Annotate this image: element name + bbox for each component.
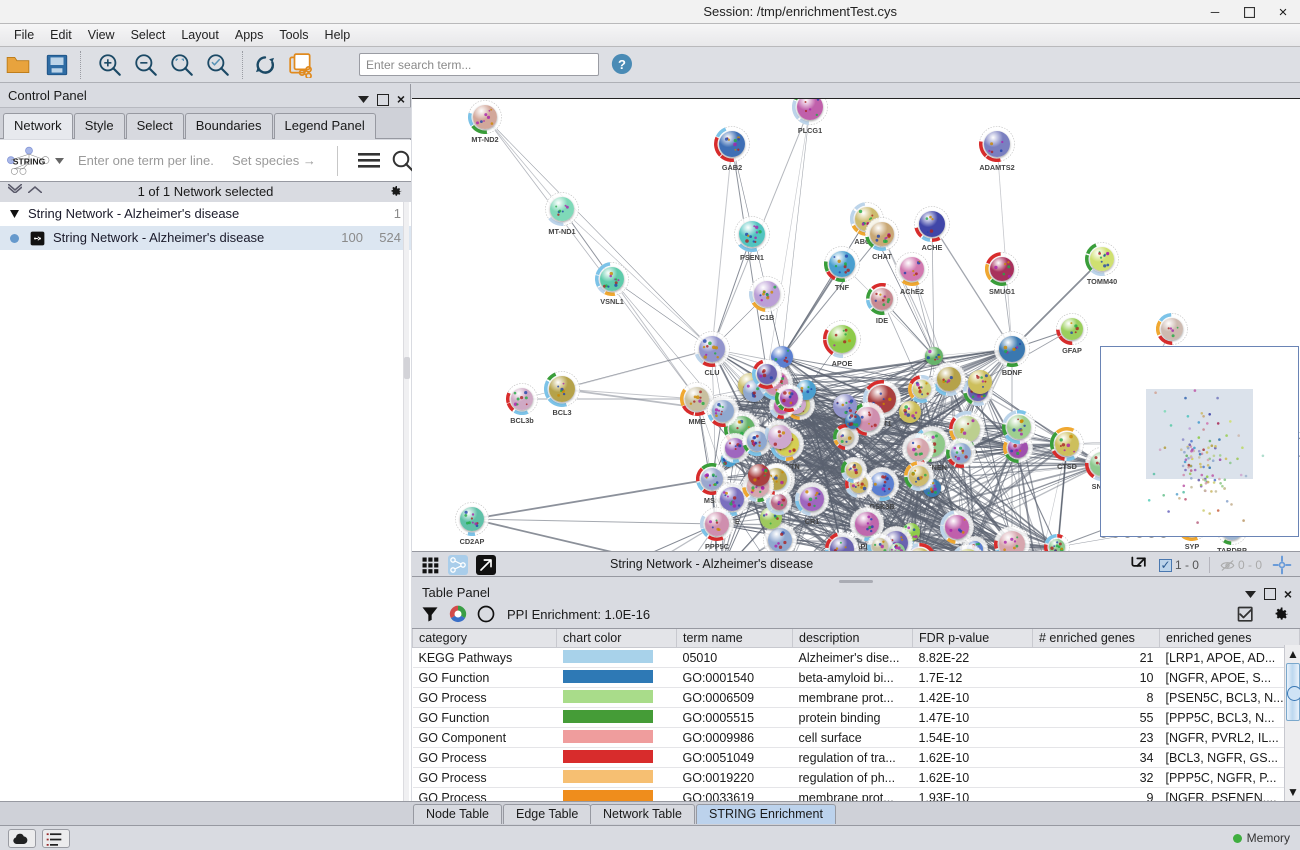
svg-text:STRING: STRING: [13, 156, 46, 166]
svg-text:?: ?: [618, 57, 626, 72]
